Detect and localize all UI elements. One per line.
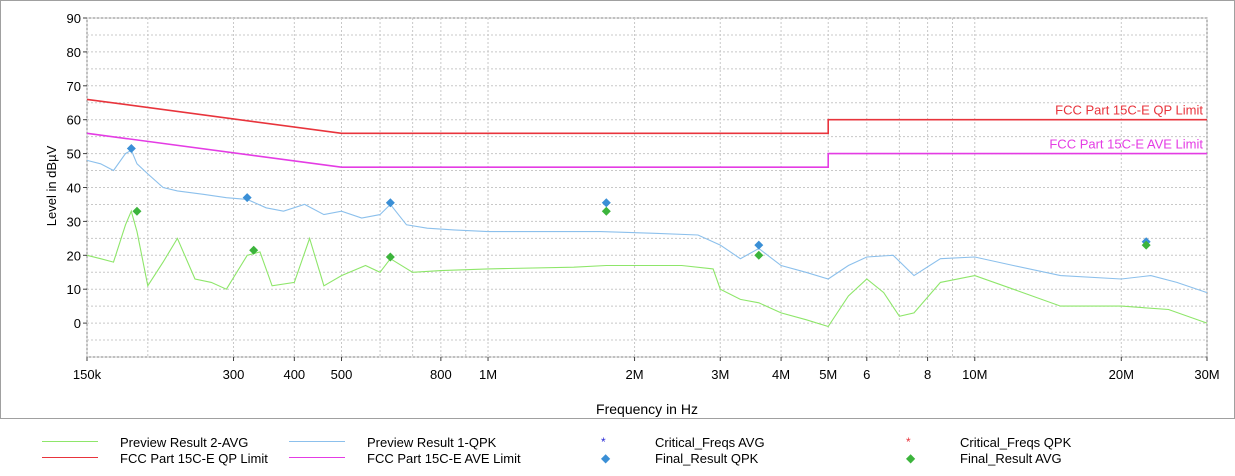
legend-item: FCC Part 15C-E QP Limit [40,450,268,466]
y-tick-label: 60 [67,113,81,128]
legend-label: Final_Result AVG [960,450,1062,466]
legend-symbol [40,450,100,466]
series-lines [86,149,1208,328]
legend-item: FCC Part 15C-E AVE Limit [287,450,521,466]
markers [126,144,1151,262]
y-tick-label: 80 [67,45,81,60]
legend-symbol: ◆ [880,450,940,466]
y-tick-label: 40 [67,181,81,196]
emission-chart: FCC Part 15C-E QP Limit FCC Part 15C-E AV… [0,0,1235,419]
legend-item: * Critical_Freqs AVG [575,434,765,450]
series-line [86,149,1208,294]
legend-item: Preview Result 2-AVG [40,434,248,450]
legend-label: Critical_Freqs AVG [655,434,765,450]
x-tick-label: 4M [772,367,790,382]
x-tick-label: 30M [1194,367,1219,382]
diamond-icon: ◆ [601,451,611,465]
legend-symbol [40,434,100,450]
x-tick-label: 2M [626,367,644,382]
legend-symbol [287,450,347,466]
y-tick-label: 20 [67,248,81,263]
legend-label: Preview Result 1-QPK [367,434,497,450]
y-tick-label: 30 [67,214,81,229]
y-tick-label: 10 [67,282,81,297]
marker-point [126,144,136,154]
legend-label: Final_Result QPK [655,450,759,466]
marker-point [1141,240,1151,250]
marker-point [385,198,395,208]
legend-label: FCC Part 15C-E AVE Limit [367,450,521,466]
legend-item: ◆ Final_Result QPK [575,450,758,466]
y-axis-label: Level in dBµV [44,145,59,226]
x-axis-label: Frequency in Hz [596,401,698,417]
limit-lines: FCC Part 15C-E QP Limit FCC Part 15C-E AV… [86,98,1207,168]
legend-line-swatch [289,457,345,458]
marker-point [385,252,395,262]
legend-symbol: * [880,434,940,450]
legend-label: FCC Part 15C-E QP Limit [120,450,268,466]
x-tick-label: 300 [223,367,245,382]
x-tick-label: 6 [863,367,870,382]
chart-outer-border [0,0,1235,419]
x-tick-label: 1M [479,367,497,382]
star-icon: * [906,435,911,449]
legend-item: * Critical_Freqs QPK [880,434,1071,450]
legend-label: Critical_Freqs QPK [960,434,1072,450]
x-tick-label: 400 [283,367,305,382]
legend-line-swatch [289,441,345,442]
limit-line-label: FCC Part 15C-E QP Limit [1055,103,1203,118]
limit-line [86,132,1207,168]
legend-item: Preview Result 1-QPK [287,434,496,450]
legend-item: ◆ Final_Result AVG [880,450,1062,466]
axes: 0 10 20 30 40 50 60 70 80 90 150k 300 400 500 800 1M 2M 3… [67,11,1220,382]
x-tick-label: 150k [73,367,102,382]
marker-point [754,240,764,250]
legend-line-swatch [42,441,98,442]
series-line [86,209,1208,328]
x-tick-label: 10M [962,367,987,382]
diamond-icon: ◆ [906,451,916,465]
legend: Preview Result 2-AVG Preview Result 1-QPK… [0,434,1235,476]
y-tick-label: 0 [74,316,81,331]
limit-line-label: FCC Part 15C-E AVE Limit [1049,137,1203,152]
x-tick-label: 3M [711,367,729,382]
legend-label: Preview Result 2-AVG [120,434,249,450]
x-tick-label: 5M [819,367,837,382]
marker-point [601,206,611,216]
marker-point [132,206,142,216]
grid [86,17,1208,358]
star-icon: * [601,435,606,449]
x-tick-label: 20M [1109,367,1134,382]
legend-line-swatch [42,457,98,458]
x-tick-label: 500 [331,367,353,382]
y-tick-label: 50 [67,147,81,162]
marker-point [754,250,764,260]
marker-point [242,193,252,203]
y-tick-label: 70 [67,79,81,94]
marker-point [249,245,259,255]
legend-symbol: ◆ [575,450,635,466]
x-tick-label: 800 [430,367,452,382]
x-tick-label: 8 [924,367,931,382]
legend-symbol [287,434,347,450]
legend-symbol: * [575,434,635,450]
limit-line [86,98,1207,135]
y-tick-label: 90 [67,11,81,26]
marker-point [601,198,611,208]
